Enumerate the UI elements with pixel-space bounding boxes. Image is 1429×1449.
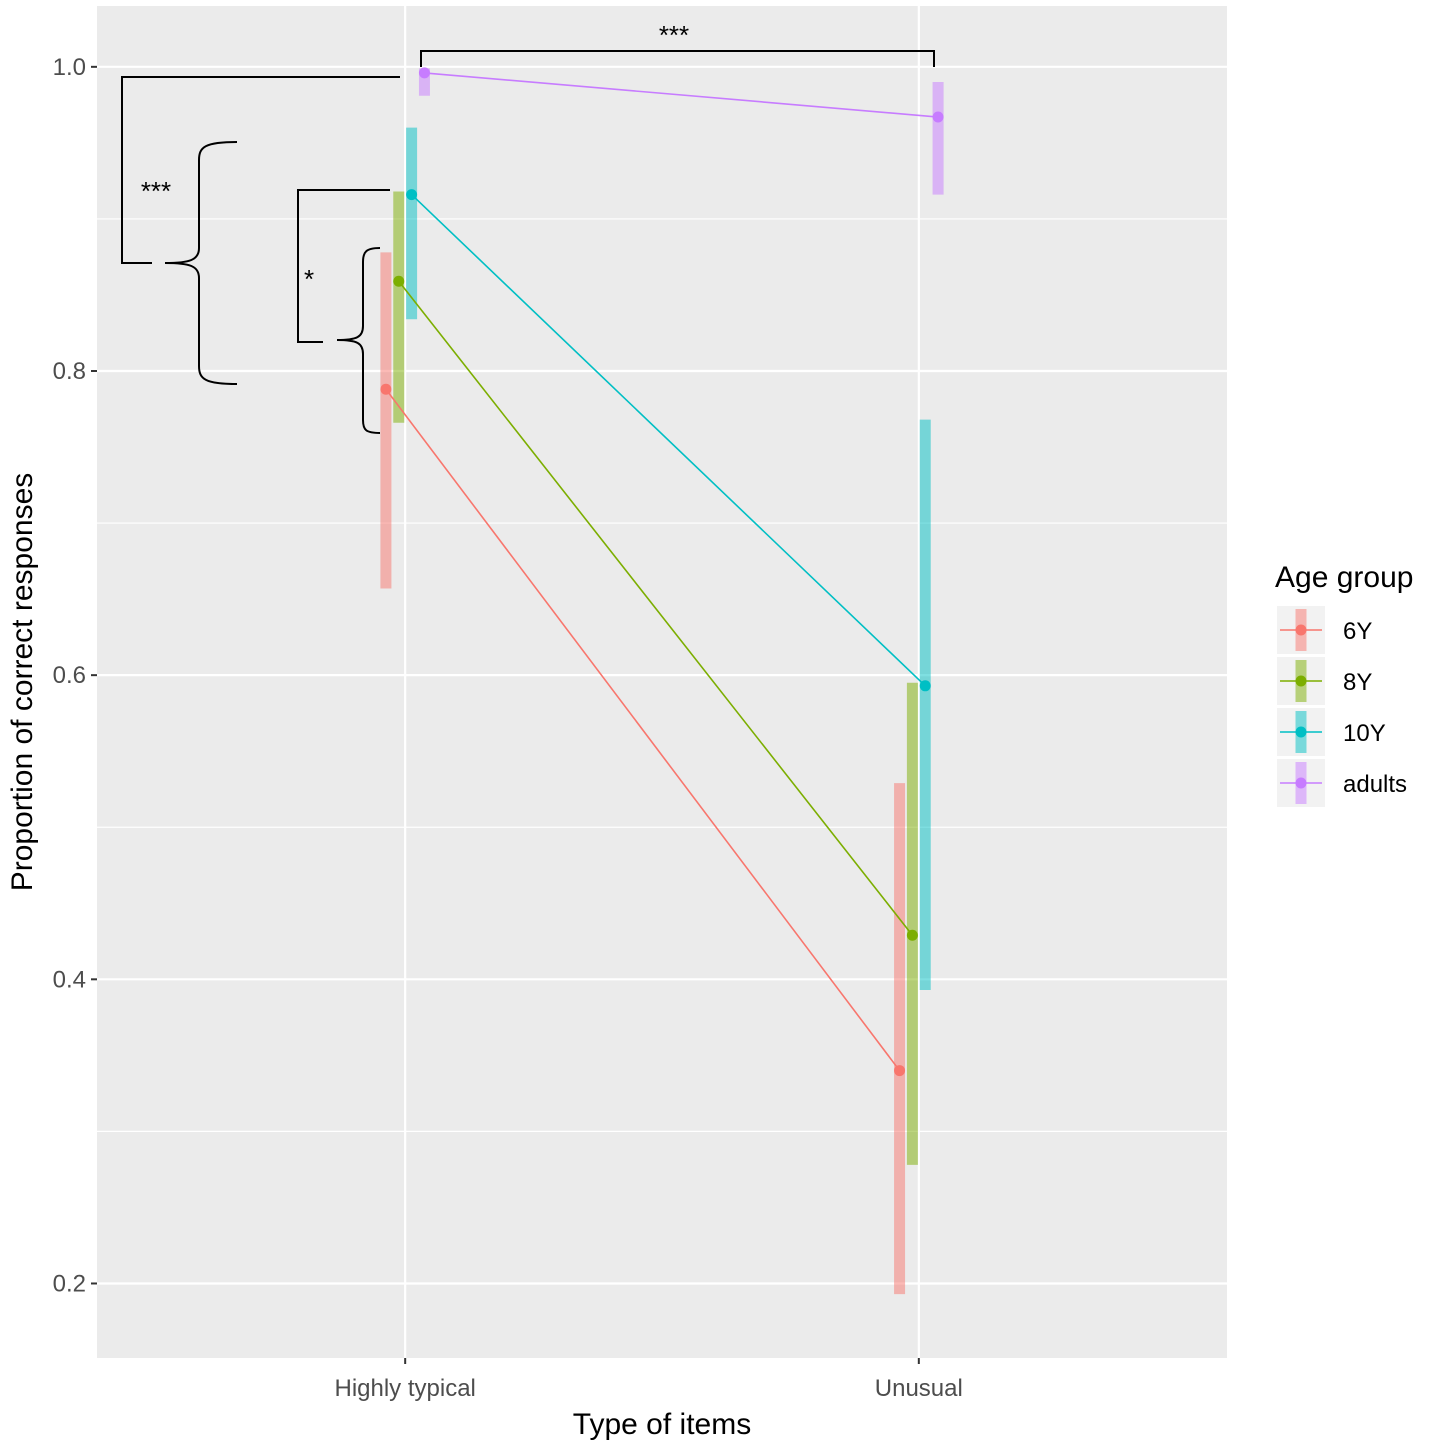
data-point-8Y	[393, 275, 405, 287]
data-point-8Y	[906, 929, 918, 941]
series-lines	[385, 72, 939, 1072]
x-tick-label: Unusual	[875, 1375, 963, 1402]
bracket-adults-vs-children	[121, 76, 400, 264]
y-tick-label: 0.8	[53, 358, 86, 385]
series-line-6Y	[385, 388, 901, 1072]
sig-label-10Y-vs-younger: *	[304, 264, 314, 294]
brace-6Y-8Y	[336, 247, 381, 434]
data-point-10Y	[406, 189, 418, 201]
data-point-6Y	[894, 1065, 906, 1077]
legend-key-point-10Y	[1295, 726, 1307, 738]
bracket-10Y-vs-younger	[297, 189, 390, 343]
series-line-10Y	[411, 194, 926, 687]
minor-gridlines	[97, 218, 1227, 1132]
data-point-adults	[932, 111, 944, 123]
y-tick-label: 0.2	[53, 1270, 86, 1297]
series-points	[380, 67, 944, 1077]
x-tick-label: Highly typical	[334, 1375, 475, 1402]
data-point-adults	[418, 67, 430, 79]
legend-label-6Y: 6Y	[1343, 618, 1372, 645]
sig-label-adults-items: ***	[659, 20, 689, 50]
x-axis-title: Type of items	[573, 1408, 751, 1441]
significance-annotations	[121, 50, 935, 434]
panel-background	[97, 6, 1227, 1358]
legend: Age group 6Y 8Y 10Y adults	[1275, 561, 1413, 807]
series-line-8Y	[398, 280, 914, 936]
legend-label-8Y: 8Y	[1343, 669, 1372, 696]
y-axis-title: Proportion of correct responses	[6, 473, 39, 892]
major-gridlines	[97, 6, 1227, 1358]
y-tick-label: 1.0	[53, 54, 86, 81]
brace-children-groups	[164, 141, 238, 385]
legend-key-point-6Y	[1295, 624, 1307, 636]
legend-title: Age group	[1275, 561, 1413, 594]
data-point-10Y	[919, 680, 931, 692]
error-bars	[380, 68, 944, 1295]
y-tick-label: 0.6	[53, 662, 86, 689]
legend-label-10Y: 10Y	[1343, 720, 1386, 747]
bracket-adults-highly-vs-unusual	[420, 50, 935, 67]
legend-key-point-adults	[1295, 777, 1307, 789]
sig-label-adults-vs-children: ***	[141, 176, 171, 206]
legend-key-point-8Y	[1295, 675, 1307, 687]
series-line-adults	[424, 72, 939, 118]
legend-label-adults: adults	[1343, 771, 1407, 798]
y-tick-label: 0.4	[53, 966, 86, 993]
axis-ticks: 0.2 0.4 0.6 0.8 1.0 Highly typical Unusual	[53, 54, 963, 1402]
data-point-6Y	[380, 383, 392, 395]
